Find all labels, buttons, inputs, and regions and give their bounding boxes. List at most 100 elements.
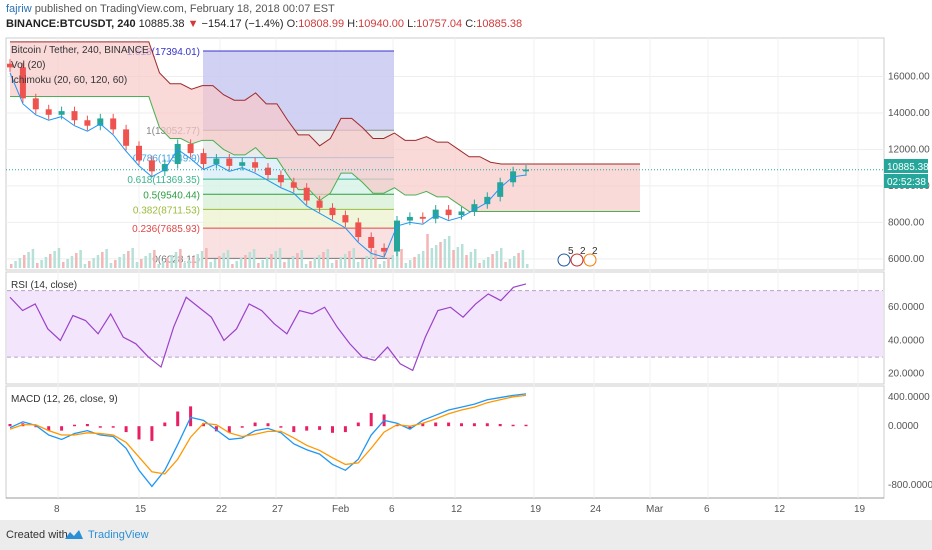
volume-bar [79,250,82,268]
volume-bar [114,260,117,268]
volume-bar [287,259,291,268]
macd-histogram-bar [73,424,76,427]
volume-bar [222,253,225,268]
volume-bar [131,248,134,268]
volume-bar [10,264,13,268]
price-tick-label: 8000.00 [888,217,925,228]
volume-bar [278,248,282,268]
volume-bar [387,258,390,268]
price-tick-label: 12000.00 [888,144,930,155]
badge-count: 5 [568,246,574,257]
volume-bar [521,250,525,268]
price-pane[interactable] [5,37,885,271]
volume-bar [439,242,442,268]
footer-bar: Created with TradingView [0,520,932,550]
volume-bar [252,249,256,268]
cloud-area [10,41,640,212]
volume-bar [231,264,234,268]
volume-bar [365,256,369,268]
candle-body [406,216,413,221]
candle-body [290,182,297,188]
time-tick-label: 6 [389,504,395,515]
volume-bar [166,258,169,268]
volume-bar [179,249,182,268]
price-tick-label: 16000.00 [888,71,930,82]
macd-histogram-bar [176,411,180,427]
volume-bar [356,262,360,268]
rsi-indicator [7,283,883,372]
volume-bar [109,263,113,268]
volume-bar [144,256,147,268]
candle-body [58,111,65,115]
rsi-pane[interactable] [5,271,885,385]
macd-histogram-bar [189,406,193,427]
macd-histogram-bar [266,423,270,427]
tradingview-logo-icon [65,530,83,539]
volume-bar [283,262,286,268]
candle-body [381,247,388,252]
candle-body [523,169,529,172]
volume-bars [10,234,529,268]
created-with-text: Created with [6,529,68,541]
volume-bar [322,252,325,268]
volume-bar [434,245,438,268]
volume-bar [75,253,78,268]
macd-tick-label: 400.0000 [888,392,930,403]
volume-bar [105,249,108,268]
candle-body [136,145,142,161]
volume-bar [40,260,43,268]
volume-bar [413,257,416,268]
macd-indicator [8,393,528,488]
candle-body [213,158,220,165]
volume-bar [44,257,48,268]
volume-bar [317,255,321,268]
flag-icon[interactable] [570,253,584,267]
volume-legend: Vol (20) [11,60,45,71]
price-pane-title: Bitcoin / Tether, 240, BINANCE [11,45,149,56]
volume-bar [226,250,230,268]
fib-level-label: 0.382(8711.53) [133,205,200,216]
close-label: C: [465,18,477,30]
time-tick-label: 12 [451,504,463,515]
macd-histogram-bar [202,423,205,427]
trading-chart[interactable]: 1.618(17394.01)1(13052.77)0.786(11549.9)… [0,0,932,520]
fib-level-label: 0.236(7685.93) [132,224,200,235]
macd-histogram-bar [408,426,412,430]
volume-bar [313,258,317,268]
event-badges[interactable]: 5 2 2 [557,246,598,267]
signal-line [9,394,527,475]
volume-bar [309,261,312,268]
author-link[interactable]: fajriw [6,3,32,15]
macd-histogram-bar [279,426,283,428]
macd-histogram-bar [498,424,502,427]
macd-histogram-bar [460,423,463,427]
volume-bar [352,248,356,268]
time-tick-label: Mar [646,504,664,515]
last-price-tag-text: 10885.38 [887,162,929,173]
rsi-tick-label: 20.0000 [888,369,925,380]
volume-bar [140,259,143,268]
tradingview-link[interactable]: TradingView [88,529,149,541]
flag-icon[interactable] [557,253,571,267]
fib-level-label: 0.786(11549.9) [133,154,200,165]
candle-body [277,174,284,183]
volume-bar [18,258,22,268]
volume-bar [187,260,191,268]
candle-body [84,120,91,126]
time-tick-label: 19 [854,504,866,515]
macd-histogram-bar [163,422,167,427]
volume-bar [209,262,212,268]
candle-body [497,182,504,197]
flag-icon[interactable] [583,253,597,267]
volume-bar [491,254,494,268]
macd-pane[interactable] [5,385,885,499]
volume-bar [135,262,139,268]
macd-histogram-bar [485,423,489,427]
volume-bar [196,254,199,268]
volume-bar [296,253,299,268]
macd-histogram-bar [318,426,322,430]
rsi-band [7,290,883,358]
macd-line [9,393,527,488]
price-tick-label: 14000.00 [888,108,930,119]
volume-bar [31,249,35,268]
